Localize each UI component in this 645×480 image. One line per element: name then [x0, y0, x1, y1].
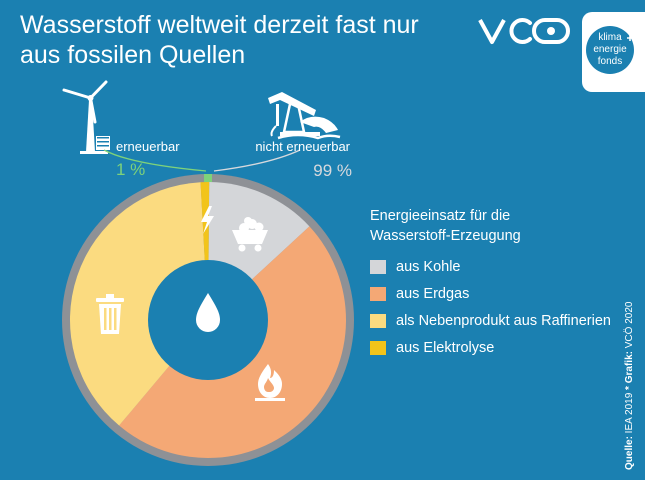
klimafonds-badge: klima energie fonds	[582, 12, 645, 92]
coal-cart-icon	[232, 217, 268, 252]
erneuerbar-connector	[103, 149, 207, 172]
title-line-1: Wasserstoff weltweit derzeit fast nur	[20, 11, 419, 39]
nicht-erneuerbar-label: nicht erneuerbar	[255, 139, 350, 154]
page-title: Wasserstoff weltweit derzeit fast nur au…	[20, 10, 419, 70]
legend-label-kohle: aus Kohle	[396, 259, 461, 275]
legend-title: Energieeinsatz für die Wasserstoff-Erzeu…	[370, 206, 521, 246]
legend-label-raffinerie: als Nebenprodukt aus Raffinerien	[396, 313, 611, 329]
water-drop-icon	[196, 293, 220, 332]
legend-swatch-raffinerie	[370, 314, 386, 328]
pie-chart: erneuerbar 1 % nicht erneuerbar 99 %	[62, 80, 354, 466]
legend-item-erdgas: aus Erdgas	[370, 285, 469, 303]
source-note: Quelle: IEA 2019 * Grafik: VCÖ 2020	[624, 302, 635, 470]
oil-pump-icon	[268, 92, 341, 140]
vco-logo	[478, 18, 570, 44]
source-label: Quelle:	[624, 436, 635, 470]
graphic-label: Grafik:	[624, 351, 635, 384]
legend-swatch-kohle	[370, 260, 386, 274]
flame-icon	[255, 364, 285, 401]
nicht-erneuerbar-value: 99 %	[313, 161, 352, 180]
badge-line-1: klima	[598, 32, 622, 43]
source-value: IEA 2019	[624, 392, 635, 434]
pie-slice-raffinerie	[70, 182, 208, 426]
klimafonds-logo: klima energie fonds	[586, 26, 634, 74]
wind-turbine-icon	[62, 80, 110, 154]
legend-title-line-1: Energieeinsatz für die	[370, 208, 511, 224]
legend-label-elektrolyse: aus Elektrolyse	[396, 340, 495, 356]
graphic-value: VCÖ 2020	[624, 301, 635, 349]
legend-swatch-erdgas	[370, 287, 386, 301]
badge-line-2: energie	[593, 44, 627, 55]
lightning-icon	[201, 206, 214, 234]
legend-item-kohle: aus Kohle	[370, 258, 461, 276]
erneuerbar-value: 1 %	[116, 160, 145, 179]
trash-can-icon	[96, 294, 124, 334]
legend-swatch-elektrolyse	[370, 341, 386, 355]
nicht-erneuerbar-connector	[213, 149, 301, 172]
erneuerbar-label: erneuerbar	[116, 139, 180, 154]
title-line-2: aus fossilen Quellen	[20, 41, 246, 69]
source-separator: *	[624, 386, 635, 390]
legend-label-erdgas: aus Erdgas	[396, 286, 470, 302]
legend-item-elektrolyse: aus Elektrolyse	[370, 339, 494, 357]
badge-line-3: fonds	[598, 56, 622, 67]
legend-item-raffinerie: als Nebenprodukt aus Raffinerien	[370, 312, 636, 330]
erneuerbar-ring-marker	[204, 174, 212, 182]
legend-title-line-2: Wasserstoff-Erzeugung	[370, 228, 521, 244]
